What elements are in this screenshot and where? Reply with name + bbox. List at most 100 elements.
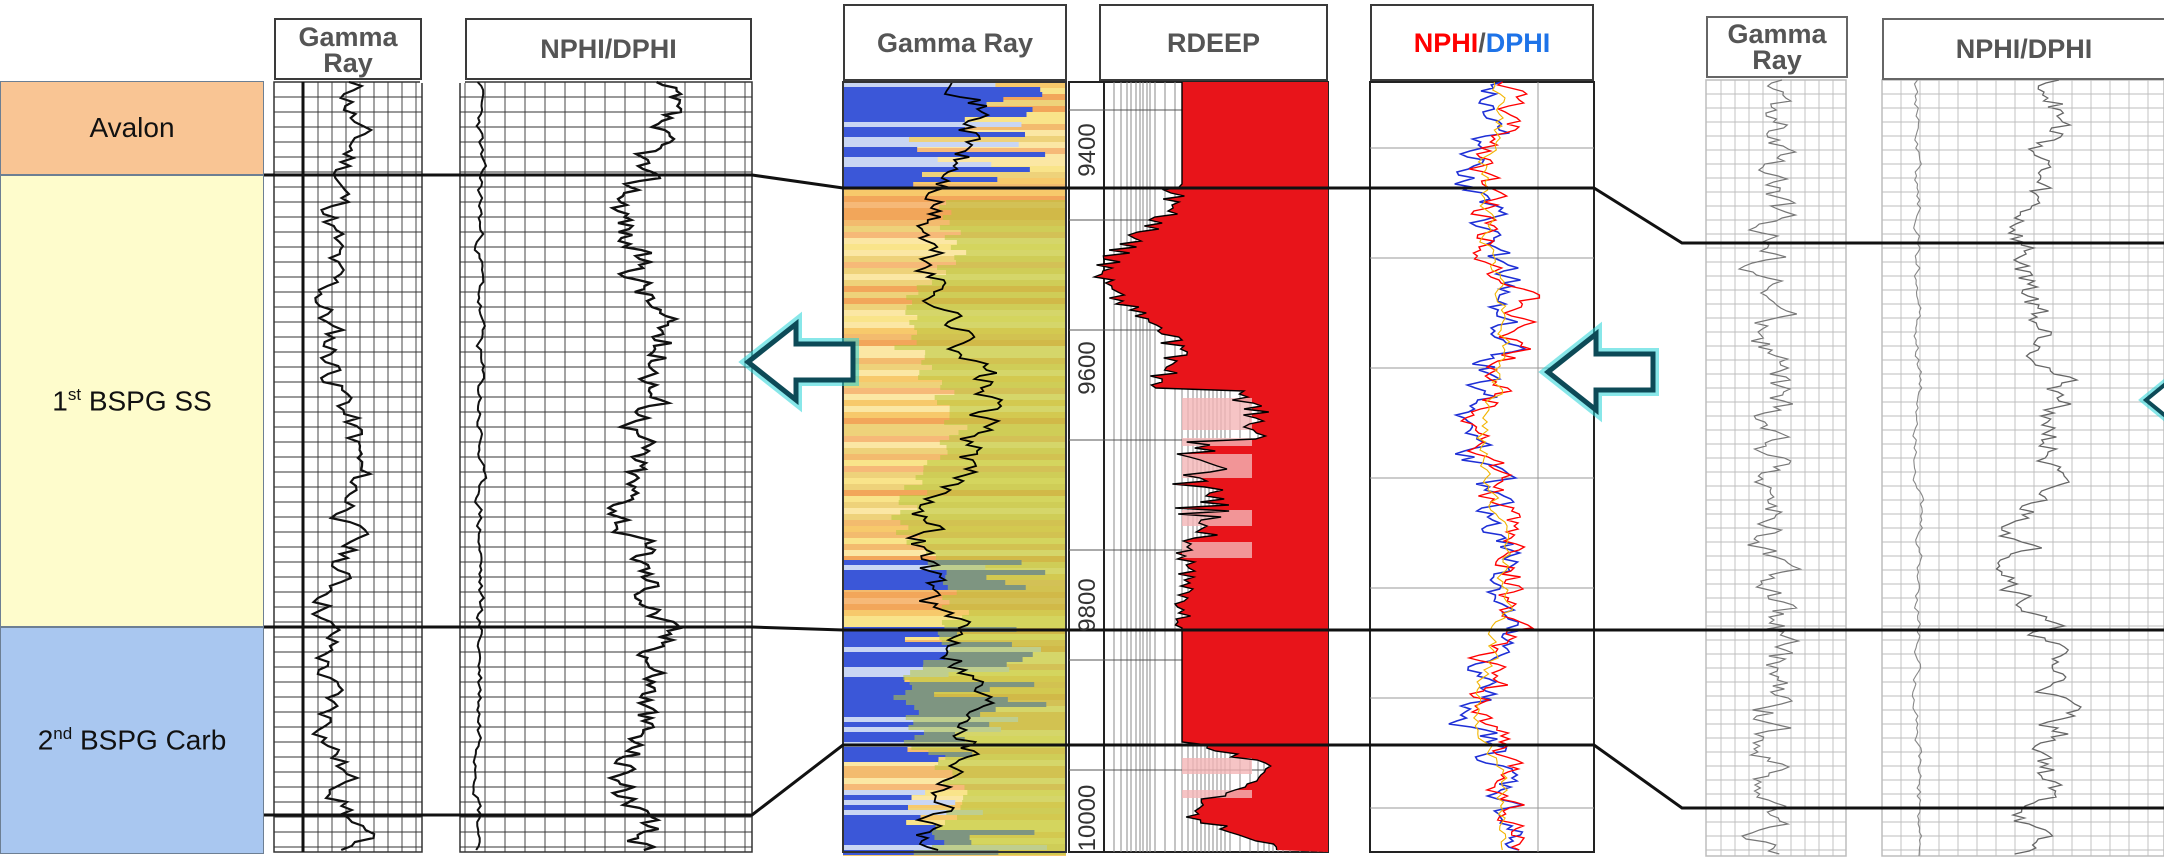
- gamma-sand-fill: [934, 835, 1066, 840]
- gamma-sand-fill: [946, 270, 1066, 275]
- gamma-sand-fill: [945, 755, 1066, 760]
- gamma-band: [843, 424, 1066, 430]
- header-right-gamma: Gamma Ray: [1706, 16, 1848, 78]
- zone-avalon: Avalon: [0, 81, 264, 175]
- gamma-sand-fill: [949, 600, 1066, 605]
- rdeep-pink-band: [1182, 454, 1252, 462]
- gamma-sand-fill: [932, 365, 1066, 370]
- gamma-shale-band: [843, 162, 992, 167]
- zone-bspg1-label: 1st BSPG SS: [52, 384, 212, 417]
- gamma-band: [843, 172, 1066, 178]
- gamma-sand-fill: [949, 405, 1066, 410]
- gamma-shale-band: [843, 167, 1030, 172]
- gamma-shale-band: [843, 825, 937, 830]
- gamma-sand-fill: [923, 470, 1066, 475]
- gamma-sand-fill: [923, 730, 1066, 735]
- gamma-sand-fill: [931, 280, 1066, 285]
- gamma-shale-band: [843, 712, 981, 717]
- gamma-shale-band: [843, 87, 1041, 92]
- gamma-sand-fill: [906, 540, 1066, 545]
- gamma-sand-fill: [963, 795, 1066, 800]
- gamma-sand-fill: [927, 460, 1066, 465]
- gamma-shale-band: [843, 652, 1033, 657]
- gamma-sand-fill: [934, 395, 1066, 400]
- gamma-band: [843, 136, 1066, 142]
- gamma-sand-fill: [914, 735, 1066, 740]
- header-right-nphi: NPHI/DPHI: [1882, 18, 2164, 80]
- gamma-sand-fill: [900, 510, 1066, 515]
- gamma-sand-fill: [918, 375, 1066, 380]
- gamma-shale-band: [843, 585, 1026, 590]
- gamma-sand-fill: [896, 530, 1066, 535]
- depth-label-9800: 9800: [1074, 578, 1101, 631]
- gamma-band: [843, 790, 1066, 796]
- gamma-sand-fill: [962, 800, 1066, 805]
- gamma-shale-band: [843, 92, 1043, 97]
- zone-bspg1: 1st BSPG SS: [0, 175, 264, 627]
- formation-top-line-2: [264, 625, 2164, 632]
- gamma-sand-fill: [949, 415, 1066, 420]
- gamma-sand-fill: [960, 805, 1066, 810]
- header-left-nphi: NPHI/DPHI: [465, 18, 752, 80]
- gamma-sand-fill: [944, 420, 1066, 425]
- gamma-sand-fill: [946, 445, 1066, 450]
- gamma-sand-fill: [917, 505, 1066, 510]
- gamma-sand-fill: [944, 625, 1066, 630]
- gamma-sand-fill: [942, 595, 1066, 600]
- gamma-sand-fill: [893, 695, 1066, 700]
- gamma-sand-fill: [921, 360, 1066, 365]
- center-rdeep-track: [1068, 81, 1329, 853]
- gamma-sand-fill: [951, 210, 1066, 215]
- gamma-sand-fill: [919, 535, 1066, 540]
- gamma-sand-fill: [946, 200, 1066, 205]
- gamma-track-frame: [842, 81, 1067, 853]
- gamma-shale-band: [843, 565, 986, 570]
- gamma-sand-fill: [945, 575, 1066, 580]
- gamma-shale-band: [843, 82, 996, 87]
- rdeep-curve: [1091, 82, 1278, 851]
- arrows: [738, 311, 2164, 423]
- right-gamma-curve: [1737, 79, 1803, 855]
- gamma-sand-fill: [946, 570, 1066, 575]
- gamma-shale-band: [843, 840, 972, 845]
- gamma-sand-fill: [917, 330, 1066, 335]
- gamma-sand-fill: [898, 500, 1066, 505]
- correlation-lines: [264, 173, 2164, 817]
- gamma-sand-fill: [912, 300, 1066, 305]
- gamma-sand-fill: [905, 700, 1066, 705]
- gamma-shale-band: [843, 132, 1026, 137]
- gamma-sand-fill: [944, 820, 1066, 825]
- rdeep-pink-band: [1182, 470, 1252, 478]
- zone-bspg2: 2nd BSPG Carb: [0, 627, 264, 854]
- gamma-shale-band: [843, 642, 1012, 647]
- gamma-sand-fill: [938, 760, 1066, 765]
- gamma-sand-fill: [908, 525, 1066, 530]
- gamma-shale-band: [843, 637, 905, 642]
- gamma-sand-fill: [911, 745, 1066, 750]
- gamma-sand-fill: [912, 685, 1066, 690]
- zone-bspg2-label: 2nd BSPG Carb: [37, 724, 227, 756]
- rdeep-pink-band: [1182, 414, 1252, 422]
- gamma-sand-fill: [894, 345, 1066, 350]
- gamma-sand-fill: [924, 545, 1066, 550]
- gamma-shale-band: [843, 647, 1041, 652]
- gamma-sand-fill: [968, 610, 1066, 615]
- gamma-shale-band: [843, 127, 965, 132]
- gamma-sand-fill: [928, 750, 1066, 755]
- gamma-sand-fill: [930, 275, 1066, 280]
- gamma-sand-fill: [949, 410, 1066, 415]
- nphi-crossover-fill-edge: [1473, 81, 1514, 851]
- gamma-sand-fill: [905, 715, 1066, 720]
- gamma-sand-fill: [916, 340, 1066, 345]
- gamma-sand-fill: [909, 680, 1066, 685]
- zone-avalon-label: Avalon: [89, 112, 175, 143]
- gamma-sand-fill: [944, 840, 1066, 845]
- right-nphi-curve-b: [1995, 79, 2082, 855]
- depth-label-9400: 9400: [1074, 123, 1101, 176]
- gamma-sand-fill: [913, 720, 1066, 725]
- gamma-sand-fill: [927, 560, 1066, 565]
- gamma-sand-fill: [939, 440, 1066, 445]
- rdeep-pink-band: [1182, 758, 1252, 766]
- gamma-band: [843, 430, 1066, 436]
